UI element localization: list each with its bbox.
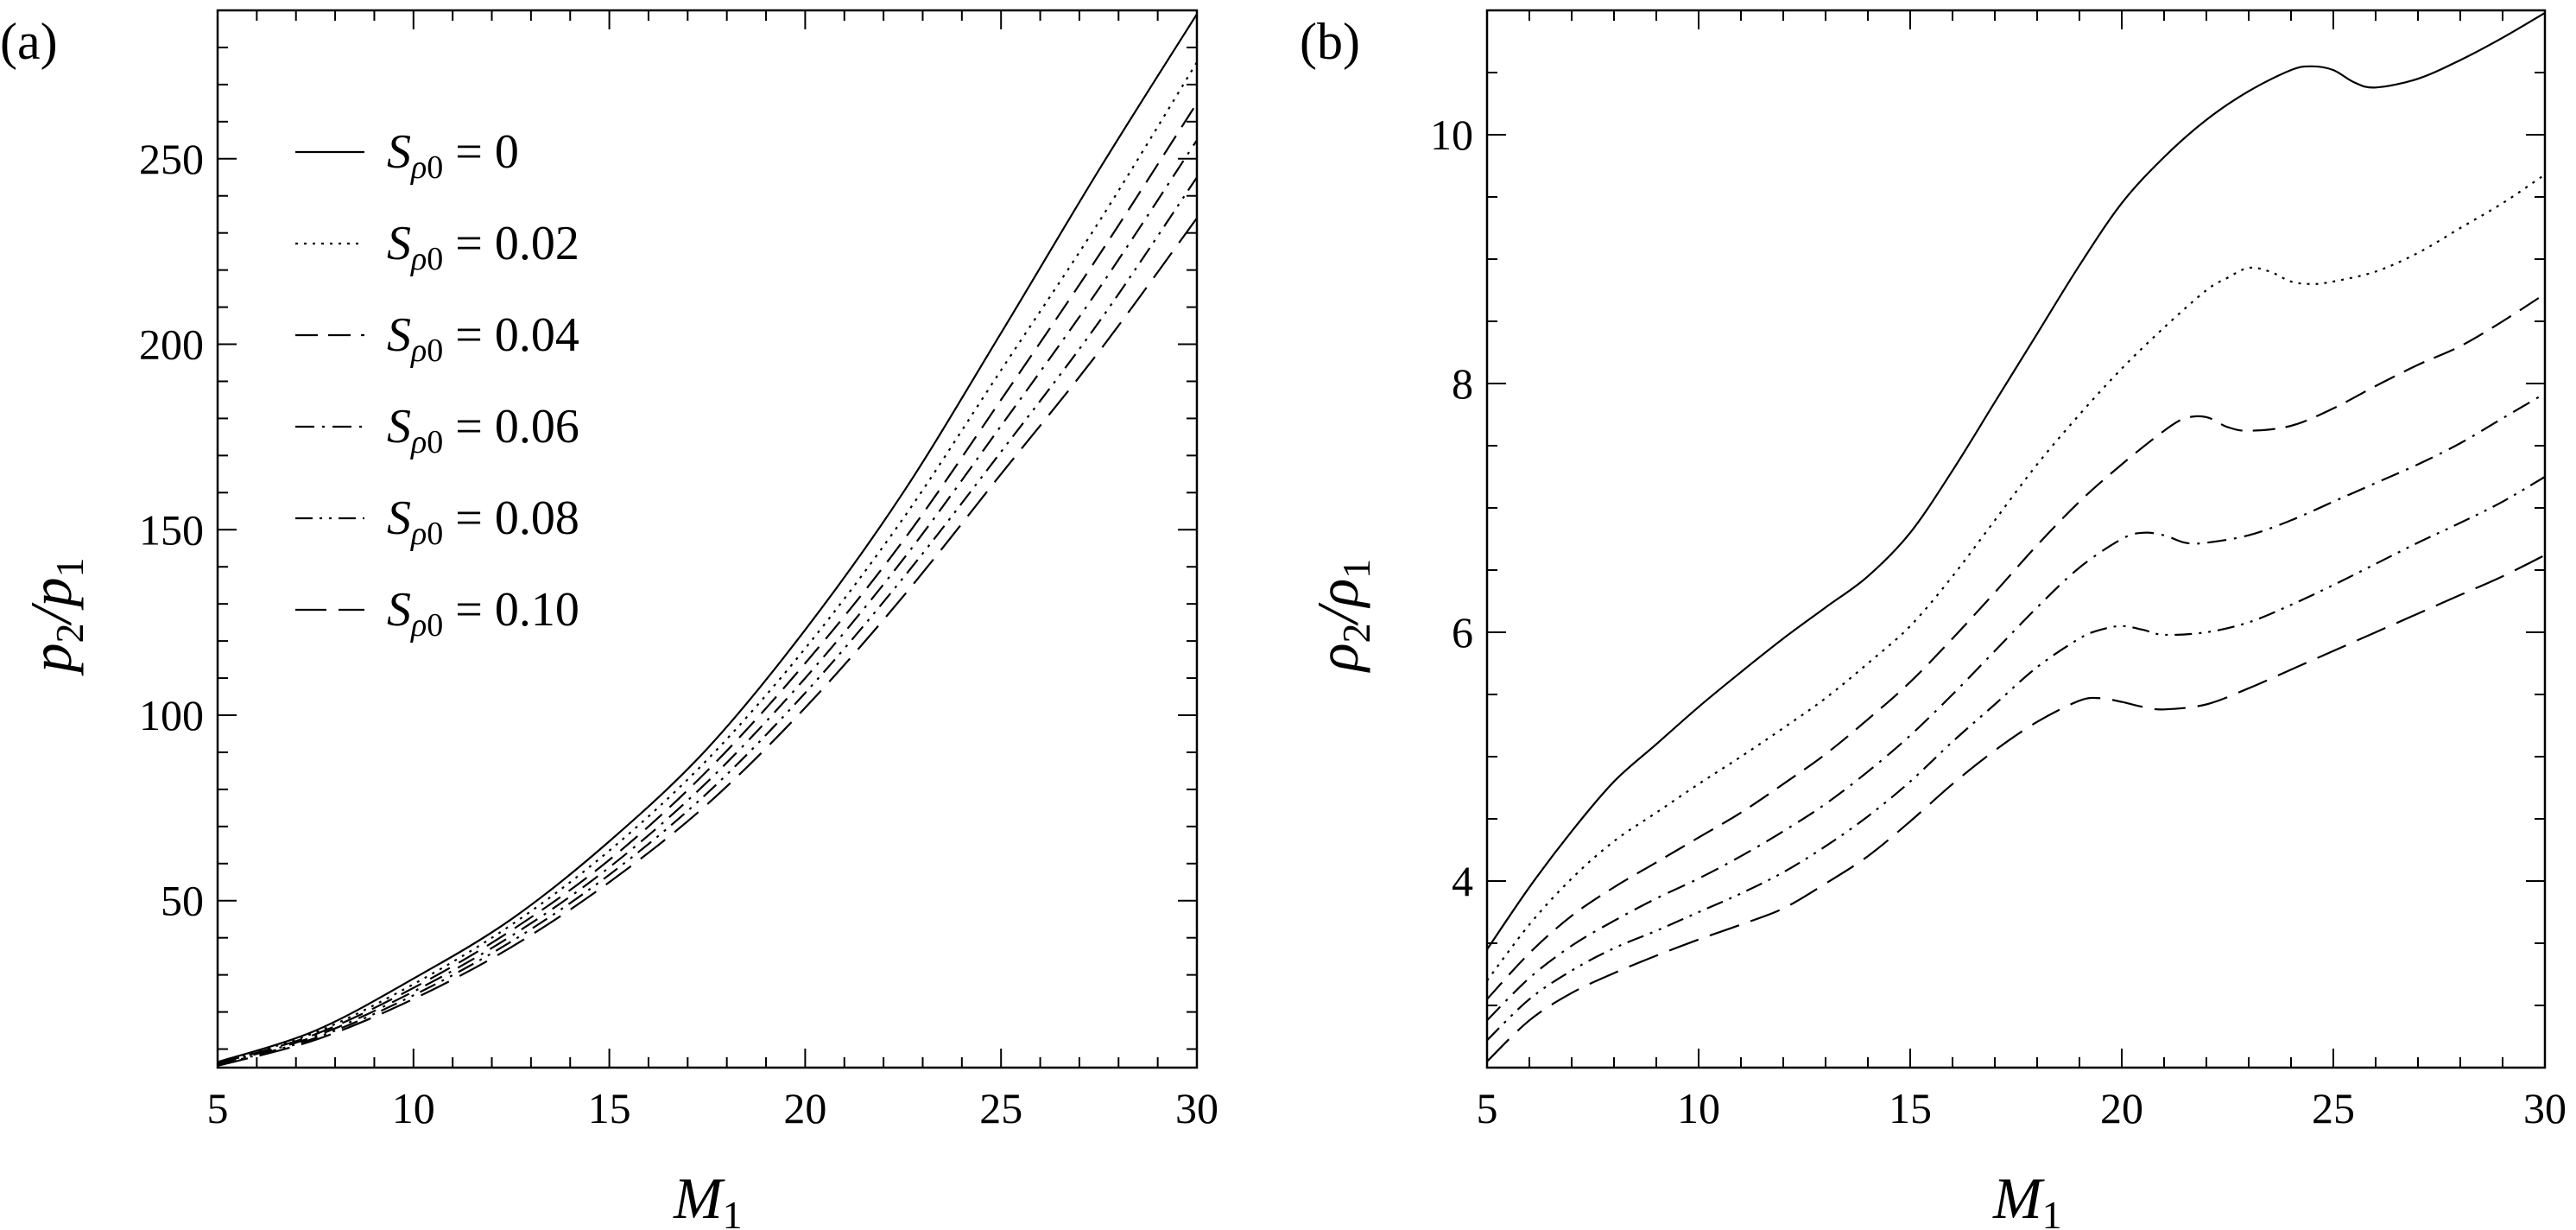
x-tick-label: 10 <box>1677 1084 1720 1132</box>
series-line-3 <box>1486 392 2546 1022</box>
legend-entry-1: Sρ0 = 0.02 <box>387 217 579 277</box>
y-tick-label: 250 <box>139 135 204 183</box>
panel-a-series <box>217 13 1198 1067</box>
panel-a-label: (a) <box>0 13 58 70</box>
panel-a-x-tick-labels: 5 10 15 20 25 30 <box>207 1084 1219 1132</box>
panel-b-label: (b) <box>1300 13 1360 70</box>
x-tick-label: 30 <box>1175 1084 1218 1132</box>
series-line-1 <box>1486 174 2546 981</box>
panel-a-x-axis-title: M1 <box>673 1165 743 1230</box>
x-tick-label: 25 <box>2312 1084 2355 1132</box>
series-line-0 <box>1486 11 2546 950</box>
series-line-2 <box>1486 293 2546 1000</box>
y-tick-label: 50 <box>161 877 204 925</box>
panel-b-x-axis-title: M1 <box>1992 1165 2062 1230</box>
series-line-4 <box>217 176 1198 1067</box>
series-line-4 <box>1486 476 2546 1042</box>
panel-a-y-tick-labels: 50 100 150 200 250 <box>139 135 204 925</box>
legend-entry-2: Sρ0 = 0.04 <box>387 308 579 369</box>
y-tick-label: 6 <box>1452 608 1473 656</box>
series-line-0 <box>217 13 1198 1063</box>
x-tick-label: 25 <box>979 1084 1022 1132</box>
panel-a-legend: Sρ0 = 0 Sρ0 = 0.02 Sρ0 = 0.04 Sρ0 = 0.06 Sρ0… <box>295 125 579 644</box>
x-tick-label: 30 <box>2523 1084 2567 1132</box>
panel-b-y-axis-title: ρ2/ρ1 <box>1305 559 1378 673</box>
x-tick-label: 15 <box>1889 1084 1932 1132</box>
panel-a-y-axis-title: p2/p1 <box>18 558 92 676</box>
series-line-3 <box>217 139 1198 1066</box>
y-tick-label: 150 <box>139 505 204 554</box>
legend-entry-4: Sρ0 = 0.08 <box>387 491 579 552</box>
y-tick-label: 4 <box>1452 857 1473 905</box>
legend-entry-0: Sρ0 = 0 <box>387 125 519 186</box>
legend-entry-3: Sρ0 = 0.06 <box>387 400 579 460</box>
series-line-2 <box>217 102 1198 1065</box>
legend-entry-5: Sρ0 = 0.10 <box>387 583 579 644</box>
y-tick-label: 10 <box>1430 111 1473 159</box>
x-tick-label: 5 <box>1477 1084 1498 1132</box>
panel-a-plot-frame <box>216 9 1199 1069</box>
x-tick-label: 15 <box>588 1084 631 1132</box>
panel-b-series <box>1486 11 2546 1062</box>
series-line-5 <box>1486 554 2546 1062</box>
series-line-1 <box>217 61 1198 1064</box>
panel-b: (b) 5 10 15 20 25 30 4 6 8 10 M1 ρ2/ρ1 <box>1300 9 2567 1230</box>
panel-b-y-tick-labels: 4 6 8 10 <box>1430 111 1473 905</box>
panel-a-ticks <box>217 10 1198 1068</box>
x-tick-label: 10 <box>392 1084 435 1132</box>
x-tick-label: 5 <box>207 1084 229 1132</box>
panel-b-x-tick-labels: 5 10 15 20 25 30 <box>1477 1084 2567 1132</box>
y-tick-label: 200 <box>139 320 204 369</box>
x-tick-label: 20 <box>783 1084 826 1132</box>
panel-b-ticks <box>1486 10 2546 1068</box>
y-tick-label: 100 <box>139 691 204 739</box>
x-tick-label: 20 <box>2100 1084 2143 1132</box>
series-line-5 <box>217 217 1198 1067</box>
y-tick-label: 8 <box>1452 359 1473 408</box>
panel-b-plot-frame <box>1485 9 2547 1069</box>
